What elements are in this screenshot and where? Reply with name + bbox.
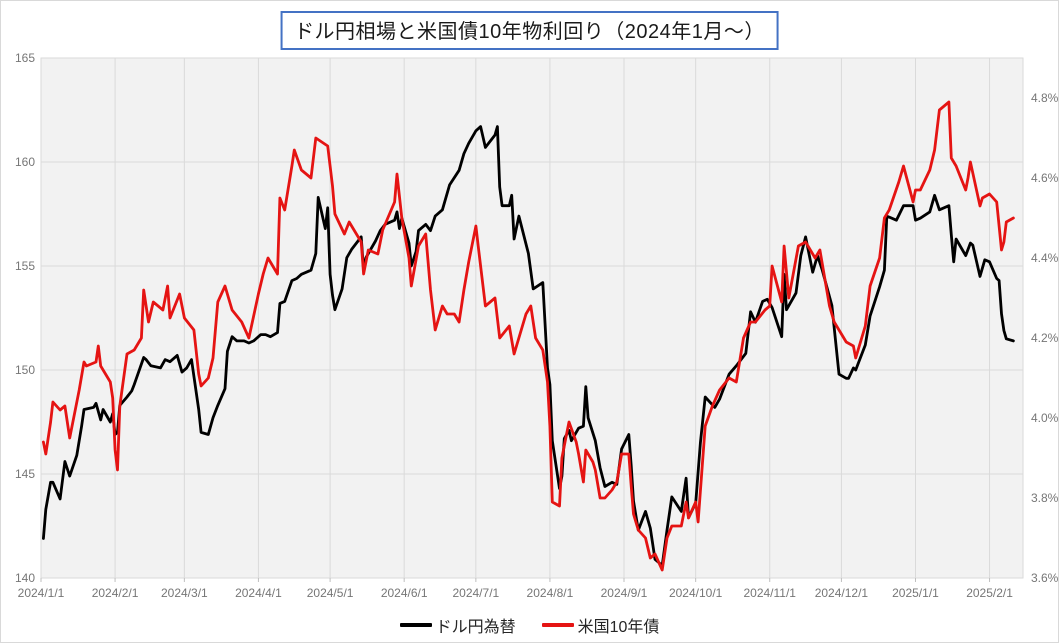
x-tick-label: 2025/2/1 — [966, 586, 1013, 600]
legend-label: ドル円為替 — [435, 619, 516, 636]
x-tick-label: 2024/5/1 — [306, 586, 354, 600]
chart-title: ドル円相場と米国債10年物利回り（2024年1月〜） — [280, 11, 779, 50]
chart-legend: ドル円為替 米国10年債 — [1, 613, 1058, 637]
x-tick-label: 2024/12/1 — [814, 586, 869, 600]
legend-item: 米国10年債 — [541, 613, 660, 637]
y-right-tick-label: 4.4% — [1031, 251, 1059, 265]
y-right-tick-label: 4.6% — [1031, 171, 1059, 185]
y-right-tick-label: 4.2% — [1031, 331, 1059, 345]
series-line-us10y — [42, 100, 1015, 572]
y-left-tick-label: 165 — [14, 51, 35, 65]
x-tick-label: 2024/9/1 — [600, 586, 648, 600]
x-tick-label: 2024/8/1 — [526, 586, 574, 600]
series-line-usdjpy — [42, 125, 1015, 567]
x-tick-label: 2024/10/1 — [668, 586, 723, 600]
x-tick-label: 2024/4/1 — [235, 586, 282, 600]
plot-border — [40, 57, 1024, 579]
x-tick-label: 2024/3/1 — [160, 586, 208, 600]
y-left-tick-label: 145 — [14, 467, 35, 481]
x-tick-label: 2024/6/1 — [380, 586, 428, 600]
legend-label: 米国10年債 — [577, 619, 660, 636]
legend-line-swatch — [541, 623, 574, 627]
y-left-tick-label: 155 — [14, 259, 35, 273]
x-tick-label: 2025/1/1 — [892, 586, 939, 600]
y-right-tick-label: 3.8% — [1031, 491, 1059, 505]
x-tick-label: 2024/1/1 — [17, 586, 65, 600]
legend-line-swatch — [399, 623, 432, 627]
y-right-tick-label: 4.8% — [1031, 91, 1059, 105]
y-right-tick-label: 3.6% — [1031, 571, 1059, 585]
x-tick-label: 2024/7/1 — [452, 586, 500, 600]
y-left-tick-label: 160 — [14, 155, 35, 169]
x-tick-label: 2024/11/1 — [743, 586, 796, 600]
x-tick-label: 2024/2/1 — [91, 586, 139, 600]
y-left-tick-label: 140 — [14, 571, 35, 585]
y-right-tick-label: 4.0% — [1031, 411, 1059, 425]
legend-item: ドル円為替 — [399, 613, 516, 637]
y-left-tick-label: 150 — [14, 363, 35, 377]
